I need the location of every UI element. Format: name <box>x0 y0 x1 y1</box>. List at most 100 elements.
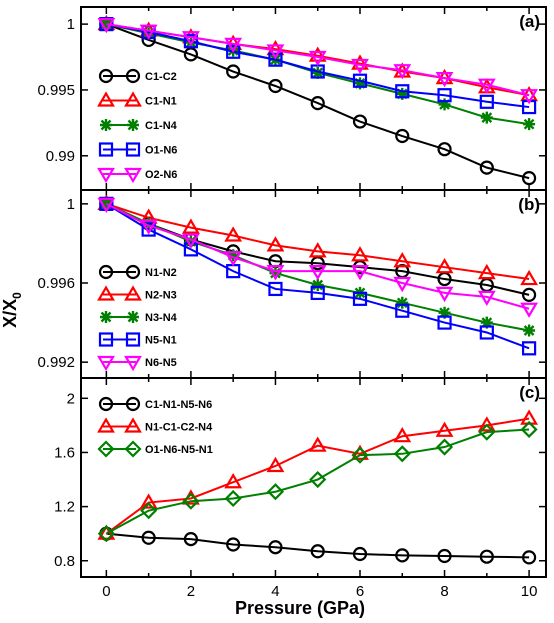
data-point <box>269 267 282 280</box>
legend-label: C1-N1 <box>145 96 177 108</box>
panel-label: (c) <box>519 383 540 402</box>
legend-marker <box>98 142 114 157</box>
legend-marker <box>124 355 142 372</box>
legend-marker <box>125 332 141 347</box>
svg-text:X/X0: X/X0 <box>0 292 24 328</box>
data-point <box>266 236 285 252</box>
data-point <box>521 341 537 356</box>
data-point <box>311 66 324 79</box>
legend-marker <box>125 264 141 280</box>
data-point <box>352 73 368 88</box>
data-point <box>438 98 451 111</box>
legend-label: N2-N3 <box>145 290 177 302</box>
data-point <box>141 222 156 237</box>
legend-marker <box>98 332 114 347</box>
data-point <box>395 84 410 99</box>
data-point <box>480 111 493 124</box>
data-point <box>521 550 537 565</box>
series-C1-N1 <box>97 14 539 102</box>
data-point <box>479 549 494 564</box>
legend-entry: C1-N4 <box>100 119 178 132</box>
data-point <box>226 537 241 552</box>
legend: C1-C2 C1-N1 C1-N4 O1-N6 O2-N6 <box>97 68 178 184</box>
legend-marker <box>98 68 114 84</box>
legend-entry: N1-N2 <box>98 264 177 280</box>
data-point <box>97 525 115 543</box>
legend-label: O2-N6 <box>145 169 177 181</box>
y-tick-label: 1.2 <box>54 499 75 516</box>
data-point <box>308 265 327 281</box>
legend-entry: C1-N1 <box>97 91 177 108</box>
data-point <box>183 242 199 257</box>
data-point <box>352 546 368 562</box>
series-line <box>106 532 530 559</box>
data-point <box>181 31 200 47</box>
series-line <box>105 202 530 350</box>
data-point <box>224 251 243 267</box>
data-point <box>354 77 366 90</box>
series-line <box>105 428 530 535</box>
data-point <box>139 219 158 235</box>
data-point <box>268 281 283 297</box>
data-point <box>438 306 451 319</box>
data-point <box>520 269 539 286</box>
data-point <box>395 548 410 563</box>
series-O1-N6-N5-N1 <box>97 420 538 543</box>
data-point <box>351 446 369 464</box>
data-point <box>226 64 241 79</box>
legend-label: C1-N1-N5-N6 <box>145 399 212 411</box>
legend-label: N3-N4 <box>145 312 178 324</box>
legend-entry: O1-N6-N5-N1 <box>97 440 213 458</box>
y-tick-label: 0.996 <box>37 275 75 292</box>
x-tick-label: 6 <box>356 583 364 600</box>
panel-label: (b) <box>518 195 540 214</box>
y-tick-label: 1.6 <box>54 444 75 461</box>
data-point <box>393 445 411 463</box>
legend-label: N5-N1 <box>145 335 177 347</box>
data-point <box>184 235 197 248</box>
legend-label: C1-N4 <box>145 120 178 132</box>
data-point <box>521 171 537 186</box>
data-point <box>227 249 240 262</box>
legend-marker <box>97 285 115 301</box>
series-line <box>106 23 530 97</box>
legend-entry: C1-C2 <box>98 68 177 84</box>
legend-marker <box>124 91 142 107</box>
data-point <box>182 492 200 510</box>
data-point <box>477 290 496 307</box>
data-point <box>520 89 539 105</box>
data-point <box>311 278 324 291</box>
data-point <box>351 265 369 281</box>
legend-entry: N5-N1 <box>98 332 177 347</box>
legend: C1-N1-N5-N6 N1-C1-C2-N4 O1-N6-N5-N1 <box>97 396 213 458</box>
legend-marker <box>98 396 114 412</box>
data-point <box>268 78 283 94</box>
legend-entry: C1-N1-N5-N6 <box>98 396 212 412</box>
data-point <box>521 287 537 302</box>
legend-marker <box>125 142 141 157</box>
data-point <box>97 18 116 34</box>
data-point <box>437 142 452 157</box>
data-point <box>224 37 243 54</box>
legend-marker <box>100 119 112 131</box>
data-point <box>520 302 539 318</box>
legend-marker <box>125 396 141 412</box>
legend-entry: O1-N6 <box>98 142 177 157</box>
data-point <box>183 34 199 49</box>
legend-entry: N2-N3 <box>97 285 177 302</box>
legend-label: O1-N6-N5-N1 <box>145 444 213 456</box>
y-axis-title: X/X0 <box>0 292 24 328</box>
data-point <box>393 276 412 293</box>
data-point <box>437 88 452 103</box>
y-tick-label: 0.995 <box>37 82 75 99</box>
y-tick-label: 1 <box>67 16 75 33</box>
data-point <box>479 160 494 175</box>
legend-entry: N3-N4 <box>100 311 178 324</box>
data-point <box>142 27 155 40</box>
data-point <box>266 265 285 281</box>
data-point <box>395 303 410 318</box>
series-line <box>106 23 530 180</box>
data-point <box>435 257 454 274</box>
legend-marker <box>124 440 142 458</box>
x-tick-label: 10 <box>521 583 538 600</box>
